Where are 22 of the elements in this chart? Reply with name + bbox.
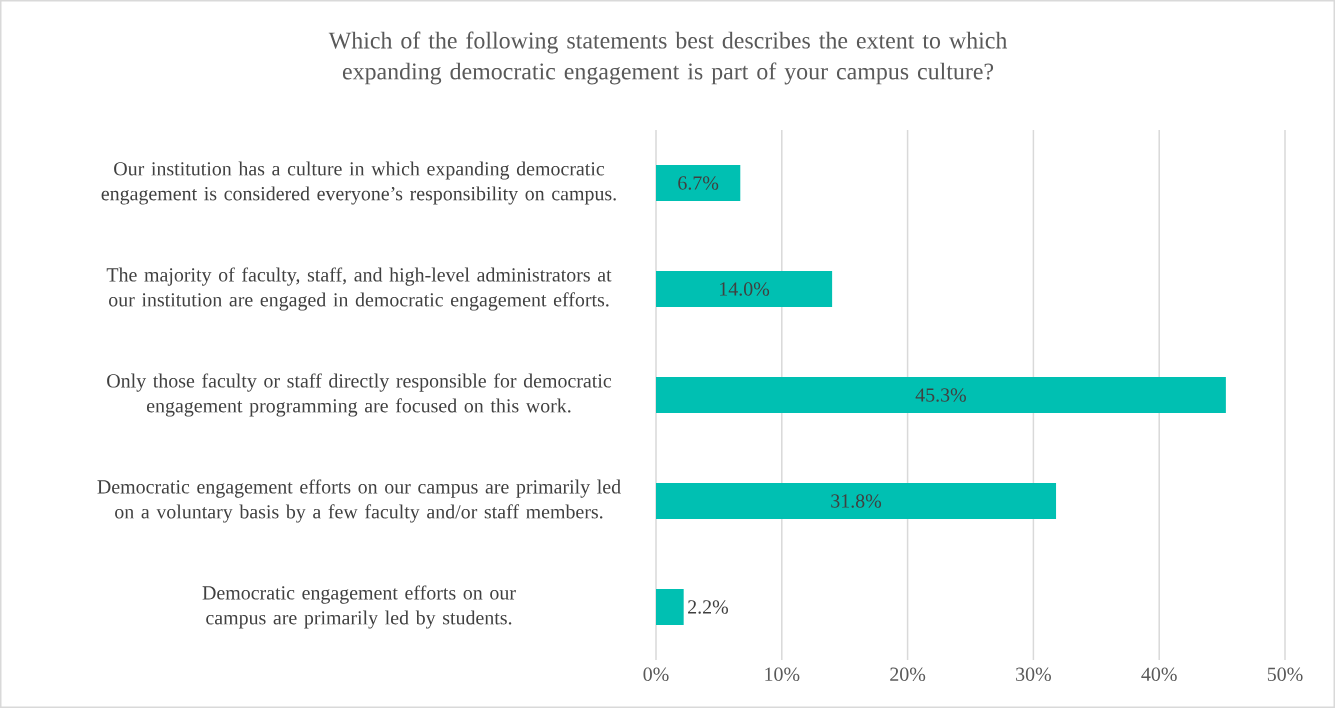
data-label: 14.0% bbox=[720, 282, 770, 296]
x-tick-label: 40% bbox=[1141, 667, 1177, 682]
x-tick-label: 50% bbox=[1267, 667, 1303, 682]
x-tick-label: 0% bbox=[643, 667, 669, 682]
chart-title: Which of the following statements best describes the extent to which expanding democratic engagement is part of your campus culture? bbox=[328, 31, 1008, 85]
y-tick-label: Democratic engagement efforts on our campus are primarily led by students. bbox=[202, 585, 516, 629]
x-tick-label: 30% bbox=[1016, 667, 1051, 682]
data-label: 6.7% bbox=[678, 176, 719, 190]
data-label: 31.8% bbox=[831, 494, 882, 508]
y-tick-label: Democratic engagement efforts on our campus are primarily led on a voluntary basis by a few faculty and/or staff members. bbox=[97, 479, 621, 523]
bar bbox=[656, 483, 1057, 520]
bar bbox=[656, 589, 684, 626]
y-tick-label: The majority of faculty, staff, and high-level administrators at our institution are engaged in democratic engagement efforts. bbox=[106, 267, 612, 311]
x-tick-label: 10% bbox=[765, 667, 800, 682]
y-tick-label: Our institution has a culture in which expanding democratic engagement is considered everyone’s responsibility on campus. bbox=[101, 161, 616, 205]
y-tick-label: Only those faculty or staff directly responsible for democratic engagement programming are focused on this work. bbox=[107, 373, 612, 417]
bar bbox=[656, 165, 741, 201]
data-label: 2.2% bbox=[688, 600, 729, 614]
bar bbox=[656, 377, 1226, 414]
x-tick-label: 20% bbox=[890, 667, 926, 682]
data-label: 45.3% bbox=[915, 388, 966, 402]
bar bbox=[656, 271, 833, 307]
